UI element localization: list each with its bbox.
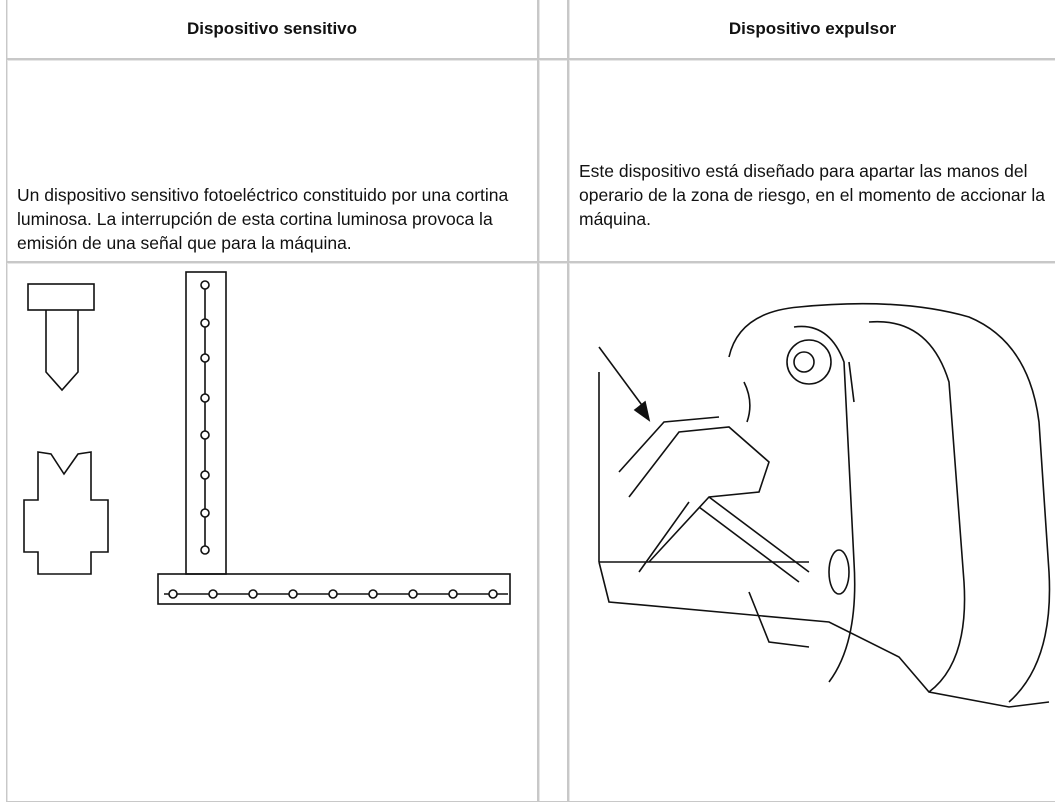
spacer-cell bbox=[538, 262, 568, 802]
description: Este dispositivo está diseñado para apar… bbox=[579, 161, 1045, 229]
text-cell: Un dispositivo sensitivo fotoeléctrico c… bbox=[6, 59, 538, 262]
header-text: Dispositivo sensitivo bbox=[186, 18, 358, 38]
text-cell: Este dispositivo está diseñado para apar… bbox=[568, 59, 1055, 262]
description: Un dispositivo sensitivo fotoeléctrico c… bbox=[17, 185, 509, 253]
light-curtain-drawing bbox=[23, 271, 511, 605]
header-cell: Dispositivo expulsor bbox=[568, 0, 1055, 59]
header-text: Dispositivo expulsor bbox=[728, 18, 897, 38]
spacer-cell bbox=[538, 0, 568, 59]
header-cell: Dispositivo sensitivo bbox=[6, 0, 538, 59]
ejector-drawing bbox=[598, 302, 1051, 708]
spacer-cell bbox=[538, 59, 568, 262]
